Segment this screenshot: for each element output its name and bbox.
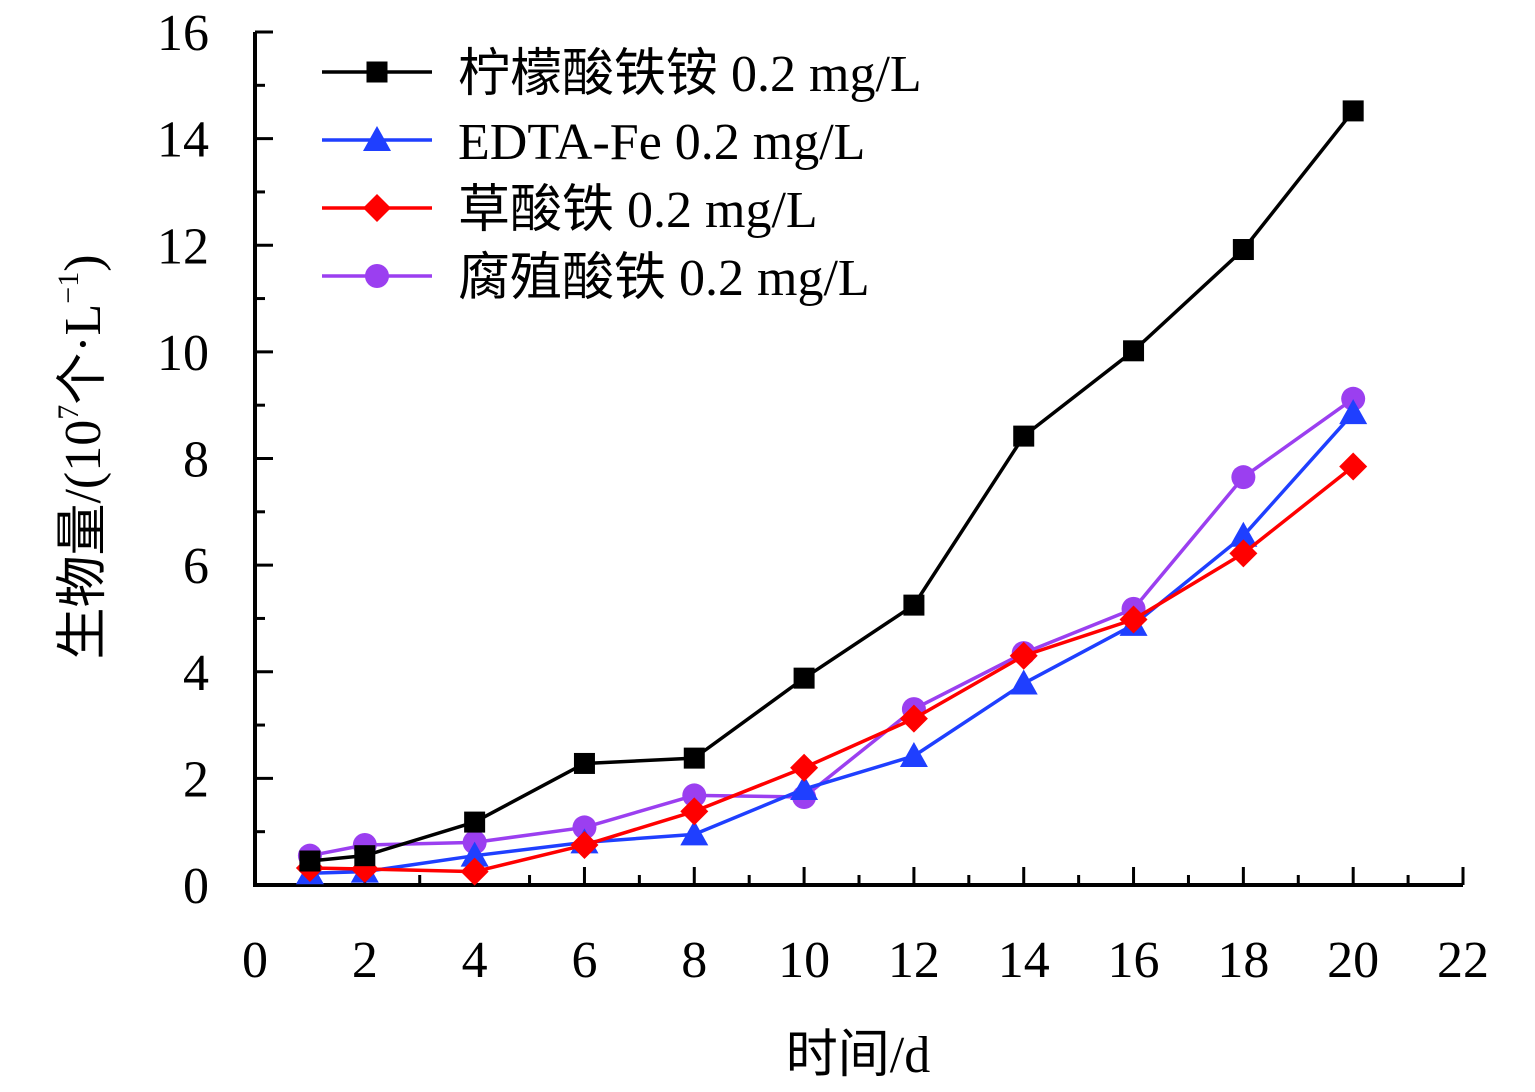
data-point: [573, 752, 595, 774]
y-tick-label: 14: [157, 112, 209, 169]
y-axis-label-unit: 个·L: [55, 304, 112, 405]
x-axis-label: 时间/d: [786, 1027, 930, 1084]
series-1: [299, 100, 1364, 872]
x-tick-label: 10: [778, 932, 830, 989]
series-4: [297, 386, 1366, 868]
series-3: [295, 452, 1368, 886]
legend-item: EDTA-Fe 0.2 mg/L: [322, 114, 865, 171]
x-tick-label: 6: [571, 932, 597, 989]
data-point: [1231, 465, 1256, 490]
x-tick-label: 8: [681, 932, 707, 989]
data-point: [572, 815, 597, 840]
y-axis-label-unit-exponent: −1: [52, 272, 85, 304]
data-point: [1009, 669, 1038, 695]
data-point: [903, 594, 925, 616]
data-point: [1229, 539, 1258, 568]
data-point: [1119, 605, 1148, 634]
series-line: [309, 397, 1355, 858]
data-point: [1339, 452, 1368, 481]
legend-marker: [363, 126, 391, 151]
x-tick-label: 22: [1437, 932, 1489, 989]
y-axis-label: 生物量/(107个·L−1): [52, 254, 112, 659]
data-point: [460, 841, 489, 867]
x-tick-label: 4: [462, 932, 488, 989]
data-point: [683, 747, 705, 769]
y-tick-label: 8: [183, 432, 209, 489]
legend-marker: [365, 264, 389, 288]
y-axis-label-main: 生物量/(10: [55, 420, 112, 660]
x-tick-label: 20: [1327, 932, 1379, 989]
y-axis-label-exponent: 7: [52, 405, 85, 420]
series-2: [295, 399, 1368, 885]
y-tick-label: 0: [183, 858, 209, 915]
data-point: [793, 667, 815, 689]
data-point: [1232, 239, 1254, 261]
y-tick-label: 2: [183, 751, 209, 808]
x-tick-label: 2: [352, 932, 378, 989]
data-point: [1123, 340, 1145, 362]
data-point: [1339, 399, 1368, 425]
x-tick-label: 14: [998, 932, 1050, 989]
x-tick-label: 12: [888, 932, 940, 989]
legend-item: 草酸铁 0.2 mg/L: [322, 182, 818, 239]
data-point: [464, 811, 486, 833]
y-tick-label: 16: [157, 5, 209, 62]
data-point: [680, 797, 709, 826]
data-point: [682, 783, 707, 808]
data-point: [299, 850, 321, 872]
data-point: [790, 753, 819, 782]
axes: 0 2 4 6 8 10 12 14 16 18 20 22 0 2 4 6 8 10 12 14 16: [157, 5, 1489, 989]
data-point: [1229, 521, 1258, 547]
x-tick-label: 0: [242, 932, 268, 989]
legend-item: 腐殖酸铁 0.2 mg/L: [322, 250, 870, 307]
legend-label: 腐殖酸铁 0.2 mg/L: [458, 250, 870, 307]
data-point: [1013, 425, 1035, 447]
legend-label: EDTA-Fe 0.2 mg/L: [458, 114, 865, 171]
legend: 柠檬酸铁铵 0.2 mg/L EDTA-Fe 0.2 mg/L 草酸铁 0.2 mg…: [322, 46, 922, 307]
legend-marker: [366, 61, 388, 83]
data-point: [570, 831, 599, 860]
series-line: [309, 465, 1355, 874]
data-point: [899, 741, 928, 767]
y-tick-label: 12: [157, 218, 209, 275]
data-point: [354, 845, 376, 867]
data-point: [899, 704, 928, 733]
legend-marker: [363, 194, 391, 222]
y-tick-label: 6: [183, 538, 209, 595]
plot-area: [295, 100, 1368, 886]
data-point: [1342, 100, 1364, 122]
y-tick-label: 4: [183, 645, 209, 702]
legend-label: 草酸铁 0.2 mg/L: [458, 182, 818, 239]
y-axis-label-close: ): [55, 254, 112, 271]
data-point: [1341, 386, 1366, 411]
x-tick-label: 18: [1217, 932, 1269, 989]
data-point: [460, 857, 489, 886]
data-point: [680, 820, 709, 846]
y-tick-label: 10: [157, 325, 209, 382]
data-point: [790, 775, 819, 801]
data-point: [1009, 641, 1038, 670]
legend-label: 柠檬酸铁铵 0.2 mg/L: [458, 46, 922, 103]
legend-item: 柠檬酸铁铵 0.2 mg/L: [322, 46, 922, 103]
x-tick-label: 16: [1108, 932, 1160, 989]
series-line: [309, 412, 1355, 876]
